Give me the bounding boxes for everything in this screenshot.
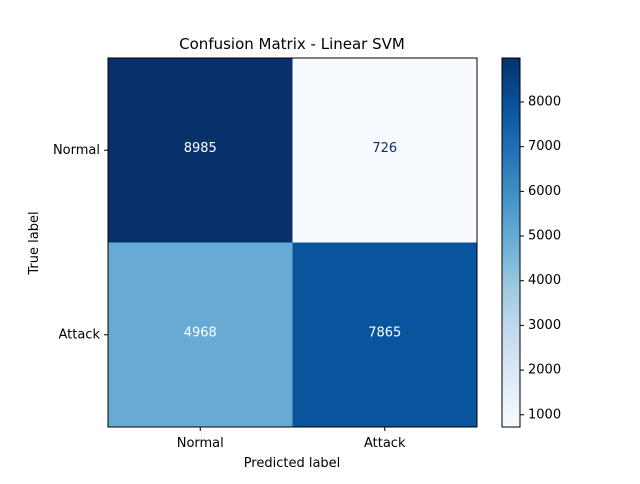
colorbar-tick-label: 2000 xyxy=(528,363,561,378)
cell-value-label: 726 xyxy=(372,141,397,156)
colorbar-tick-label: 7000 xyxy=(528,139,561,154)
heatmap-cell xyxy=(292,242,477,427)
y-axis: Normal Attack xyxy=(53,143,108,342)
colorbar-tick-label: 1000 xyxy=(528,407,561,422)
colorbar-tick-label: 3000 xyxy=(528,318,561,333)
colorbar-tick-label: 5000 xyxy=(528,229,561,244)
y-tick-label: Attack xyxy=(58,327,100,342)
heatmap-cell xyxy=(108,242,293,427)
plot-frame xyxy=(107,57,478,428)
heatmap-cell xyxy=(108,58,293,243)
colorbar-axis: 1000 2000 3000 4000 5000 6000 7000 8000 xyxy=(520,95,561,422)
y-tick-label: Normal xyxy=(53,143,100,158)
chart-title: Confusion Matrix - Linear SVM xyxy=(179,35,405,53)
y-axis-label: True label xyxy=(27,211,42,275)
colorbar-tick-label: 8000 xyxy=(528,95,561,110)
cell-value-label: 8985 xyxy=(184,141,217,156)
heatmap-cell xyxy=(292,58,477,243)
colorbar xyxy=(501,57,521,428)
colorbar-tick-label: 6000 xyxy=(528,184,561,199)
cell-value-label: 4968 xyxy=(184,325,217,340)
colorbar-tick-label: 4000 xyxy=(528,273,561,288)
x-axis: Normal Attack xyxy=(177,427,406,451)
cell-value-label: 7865 xyxy=(368,325,401,340)
heatmap-cells xyxy=(108,58,477,427)
x-tick-label: Attack xyxy=(364,436,406,451)
heatmap-cell-labels: 8985 726 4968 7865 xyxy=(184,141,402,341)
x-axis-label: Predicted label xyxy=(244,456,341,471)
x-tick-label: Normal xyxy=(177,436,224,451)
